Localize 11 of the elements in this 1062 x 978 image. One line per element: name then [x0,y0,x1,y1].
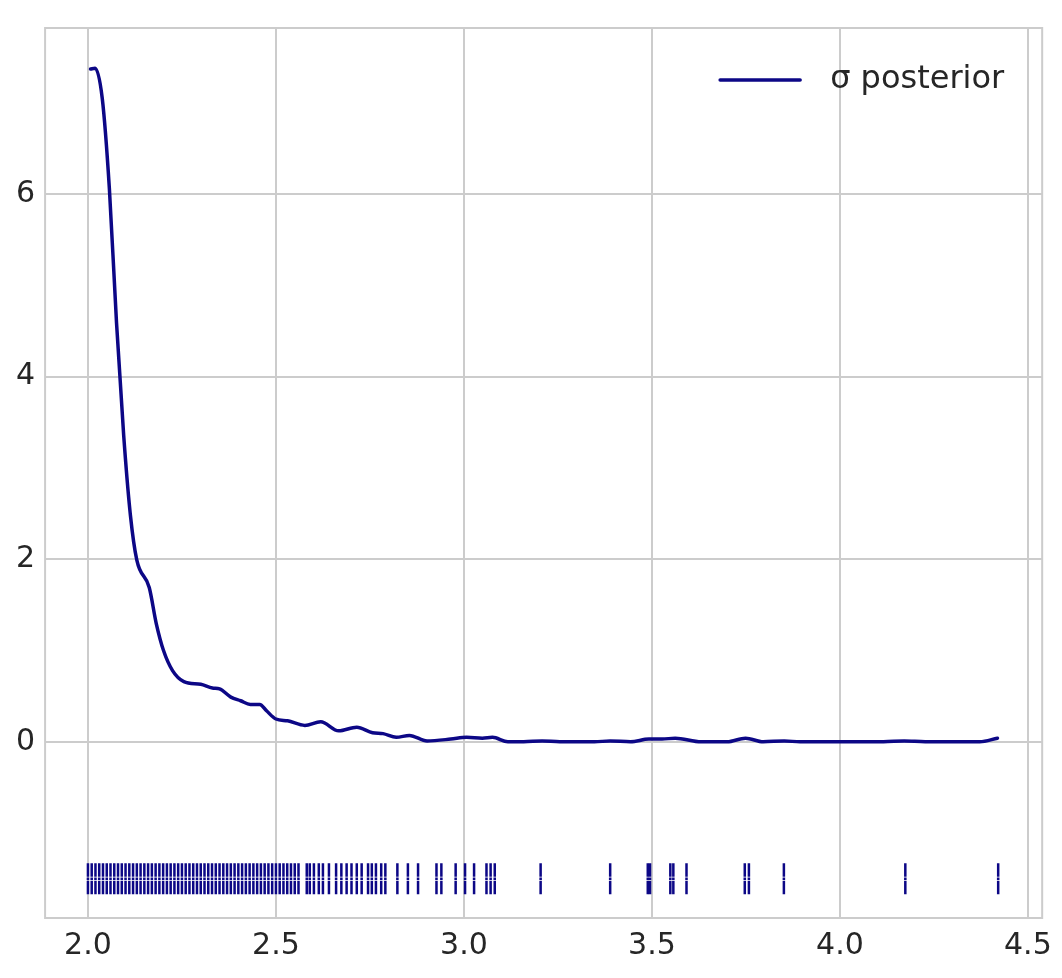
legend-label: σ posterior [830,58,1006,97]
x-tick-label: 2.5 [252,925,300,961]
y-tick-label: 0 [15,721,36,757]
y-tick-label: 6 [15,173,36,209]
x-tick-label: 2.0 [64,925,112,961]
y-tick-label: 4 [15,356,36,392]
x-tick-label: 3.5 [628,925,676,961]
y-tick-label: 2 [15,539,36,575]
x-tick-label: 4.0 [816,925,864,961]
x-tick-label: 3.0 [440,925,488,961]
x-tick-label: 4.5 [1004,925,1052,961]
